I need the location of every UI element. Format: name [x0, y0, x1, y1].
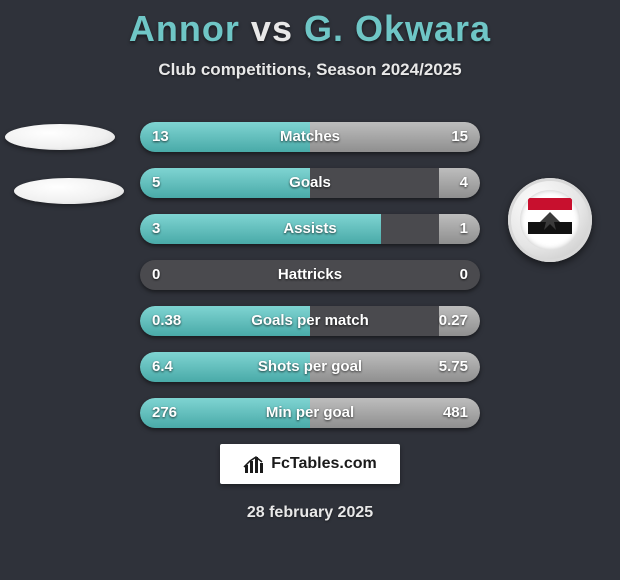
player2-name: G. Okwara: [304, 8, 491, 49]
stat-row: Hattricks0 0: [140, 260, 480, 290]
stat-value-left: 5: [152, 168, 160, 198]
stat-value-right: 481: [443, 398, 468, 428]
player1-name: Annor: [129, 8, 240, 49]
stat-value-left: 13: [152, 122, 169, 152]
stat-row: Goals5 4: [140, 168, 480, 198]
stat-row: Assists3 1: [140, 214, 480, 244]
stat-row: Matches13 15: [140, 122, 480, 152]
stat-label: Assists: [140, 214, 480, 244]
stat-value-left: 0.38: [152, 306, 181, 336]
badge-inner: [520, 190, 580, 250]
stat-row: Shots per goal6.4 5.75: [140, 352, 480, 382]
bar-chart-icon: [243, 453, 265, 475]
brand-badge: FcTables.com: [220, 444, 400, 484]
stat-value-right: 4: [460, 168, 468, 198]
stat-label: Goals: [140, 168, 480, 198]
player2-club-badge: [508, 178, 592, 262]
vs-label: vs: [251, 8, 293, 49]
stat-value-left: 276: [152, 398, 177, 428]
stat-value-left: 6.4: [152, 352, 173, 382]
stat-label: Shots per goal: [140, 352, 480, 382]
eagle-crest-icon: [524, 194, 576, 246]
stat-value-left: 3: [152, 214, 160, 244]
subtitle: Club competitions, Season 2024/2025: [0, 60, 620, 80]
stats-bars: Matches13 15 Goals5 4 Assists3 1 Hattricks0 0 Go…: [140, 122, 480, 444]
stat-value-left: 0: [152, 260, 160, 290]
stat-row: Goals per match0.38 0.27: [140, 306, 480, 336]
comparison-title: Annor vs G. Okwara: [0, 0, 620, 50]
stat-label: Hattricks: [140, 260, 480, 290]
stat-value-right: 5.75: [439, 352, 468, 382]
stat-label: Matches: [140, 122, 480, 152]
stat-label: Min per goal: [140, 398, 480, 428]
stat-label: Goals per match: [140, 306, 480, 336]
stat-value-right: 0.27: [439, 306, 468, 336]
stat-value-right: 15: [451, 122, 468, 152]
stat-value-right: 1: [460, 214, 468, 244]
footer-date: 28 february 2025: [0, 504, 620, 522]
player1-logo-placeholder-1: [5, 124, 115, 150]
player1-logo-placeholder-2: [14, 178, 124, 204]
stat-row: Min per goal276 481: [140, 398, 480, 428]
stat-value-right: 0: [460, 260, 468, 290]
brand-text: FcTables.com: [271, 455, 377, 473]
